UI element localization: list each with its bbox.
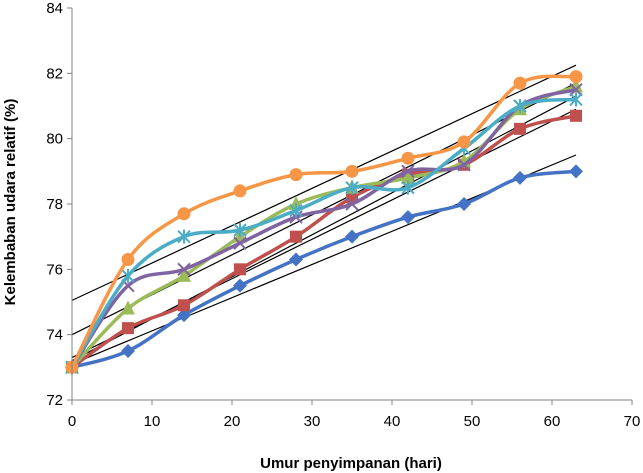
- axes: [67, 7, 633, 405]
- series-1-point: [121, 344, 135, 358]
- tick-labels: 72 74 76 78 80 82 84 0 10 20 30 40 50 60 70: [46, 0, 640, 430]
- series-1-point: [345, 229, 359, 244]
- series-6-point: [177, 207, 191, 221]
- series-3-point: [177, 267, 191, 282]
- series-4-point: [233, 236, 247, 250]
- series-1-line: [71, 169, 577, 370]
- series-6-point: [233, 184, 247, 198]
- series-5-point: [401, 180, 415, 195]
- y-tick-label: 84: [46, 0, 63, 17]
- series-5-point: [121, 268, 135, 283]
- series-3-point: [121, 300, 135, 315]
- series-2-point: [178, 299, 190, 312]
- trendline-5: [71, 64, 577, 301]
- series-1-point: [401, 210, 415, 225]
- series-5-point: [233, 223, 247, 238]
- series-5-line: [70, 97, 577, 369]
- series-3: [65, 78, 583, 374]
- series-1-point: [457, 197, 471, 211]
- x-tick-label: 30: [304, 413, 321, 430]
- y-tick-label: 72: [46, 392, 63, 409]
- series-5-point: [569, 92, 583, 107]
- series-1: [65, 164, 583, 375]
- series-4-line: [70, 87, 577, 369]
- series-5-point: [177, 229, 191, 244]
- y-axis-title: Kelembaban udara relatif (%): [2, 99, 19, 306]
- y-tick-label: 76: [46, 261, 63, 278]
- x-tick-label: 40: [384, 413, 401, 430]
- series-4-point: [569, 82, 583, 97]
- series-1-point: [513, 170, 527, 185]
- series-1-point: [289, 252, 303, 267]
- x-tick-label: 20: [224, 413, 241, 430]
- series-2-point: [234, 263, 246, 276]
- series-5-point: [289, 203, 303, 218]
- x-tick-label: 60: [544, 413, 561, 430]
- series-6-point: [457, 135, 471, 149]
- series-2-point: [570, 109, 582, 122]
- series-3-point: [401, 169, 415, 184]
- series-2-point: [122, 322, 134, 335]
- series-6: [65, 70, 583, 374]
- series-4-point: [457, 158, 471, 172]
- series-layer: [65, 70, 583, 375]
- y-tick-label: 78: [46, 196, 63, 213]
- series-6-point: [401, 151, 415, 165]
- x-tick-label: 10: [144, 413, 161, 430]
- series-2-point: [290, 230, 302, 243]
- y-tick-label: 80: [46, 131, 63, 148]
- x-tick-label: 50: [464, 413, 481, 430]
- series-6-line: [70, 74, 577, 369]
- series-6-point: [121, 253, 135, 267]
- series-5-point: [345, 180, 359, 195]
- series-4-point: [345, 197, 359, 211]
- x-tick-label: 0: [68, 413, 76, 430]
- series-1-point: [569, 164, 583, 179]
- series-3-line: [70, 84, 577, 369]
- series-6-point: [513, 76, 527, 90]
- series-4-point: [401, 164, 415, 179]
- y-tick-label: 74: [46, 327, 63, 344]
- series-2-point: [514, 122, 526, 135]
- series-1-point: [177, 308, 191, 323]
- series-5: [65, 92, 583, 375]
- y-tick-label: 82: [46, 65, 63, 82]
- x-tick-label: 70: [624, 413, 641, 430]
- series-1-point: [233, 278, 247, 293]
- series-6-point: [289, 168, 303, 182]
- series-5-point: [513, 99, 527, 113]
- series-2-line: [70, 114, 577, 369]
- x-axis-title: Umur penyimpanan (hari): [260, 455, 442, 472]
- series-4-point: [177, 262, 191, 277]
- series-6-point: [345, 164, 359, 178]
- series-6-point: [569, 70, 583, 84]
